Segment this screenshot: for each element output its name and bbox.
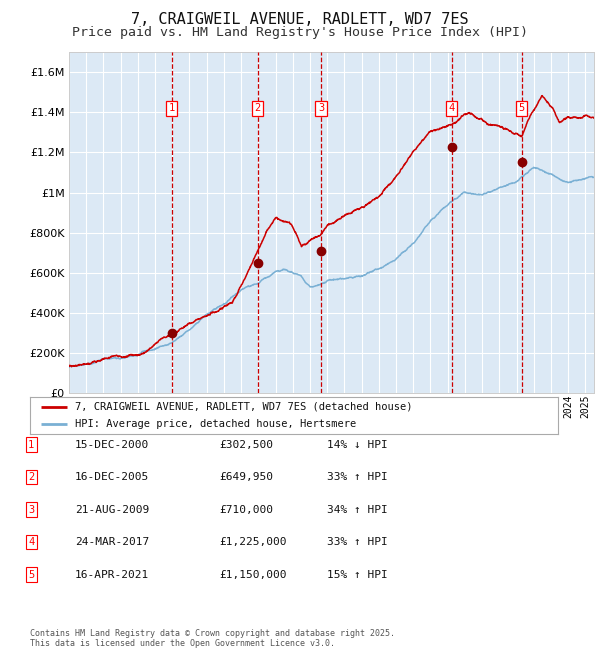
Text: 5: 5	[28, 569, 34, 580]
Text: £710,000: £710,000	[219, 504, 273, 515]
Text: 24-MAR-2017: 24-MAR-2017	[75, 537, 149, 547]
Text: HPI: Average price, detached house, Hertsmere: HPI: Average price, detached house, Hert…	[75, 419, 356, 429]
Text: 2: 2	[254, 103, 261, 113]
Text: 33% ↑ HPI: 33% ↑ HPI	[327, 472, 388, 482]
Text: 4: 4	[28, 537, 34, 547]
Text: 7, CRAIGWEIL AVENUE, RADLETT, WD7 7ES (detached house): 7, CRAIGWEIL AVENUE, RADLETT, WD7 7ES (d…	[75, 402, 412, 411]
Text: 15% ↑ HPI: 15% ↑ HPI	[327, 569, 388, 580]
Text: 4: 4	[449, 103, 455, 113]
Text: This data is licensed under the Open Government Licence v3.0.: This data is licensed under the Open Gov…	[30, 639, 335, 648]
Text: £1,225,000: £1,225,000	[219, 537, 287, 547]
Text: £302,500: £302,500	[219, 439, 273, 450]
Text: Price paid vs. HM Land Registry's House Price Index (HPI): Price paid vs. HM Land Registry's House …	[72, 26, 528, 39]
Text: 3: 3	[28, 504, 34, 515]
Text: 14% ↓ HPI: 14% ↓ HPI	[327, 439, 388, 450]
Text: £1,150,000: £1,150,000	[219, 569, 287, 580]
Text: 1: 1	[28, 439, 34, 450]
Text: Contains HM Land Registry data © Crown copyright and database right 2025.: Contains HM Land Registry data © Crown c…	[30, 629, 395, 638]
Text: 7, CRAIGWEIL AVENUE, RADLETT, WD7 7ES: 7, CRAIGWEIL AVENUE, RADLETT, WD7 7ES	[131, 12, 469, 27]
Text: 5: 5	[518, 103, 524, 113]
Text: 3: 3	[318, 103, 324, 113]
Text: £649,950: £649,950	[219, 472, 273, 482]
Text: 33% ↑ HPI: 33% ↑ HPI	[327, 537, 388, 547]
Text: 16-DEC-2005: 16-DEC-2005	[75, 472, 149, 482]
Text: 1: 1	[169, 103, 175, 113]
Text: 2: 2	[28, 472, 34, 482]
Text: 21-AUG-2009: 21-AUG-2009	[75, 504, 149, 515]
Text: 34% ↑ HPI: 34% ↑ HPI	[327, 504, 388, 515]
Text: 16-APR-2021: 16-APR-2021	[75, 569, 149, 580]
Text: 15-DEC-2000: 15-DEC-2000	[75, 439, 149, 450]
